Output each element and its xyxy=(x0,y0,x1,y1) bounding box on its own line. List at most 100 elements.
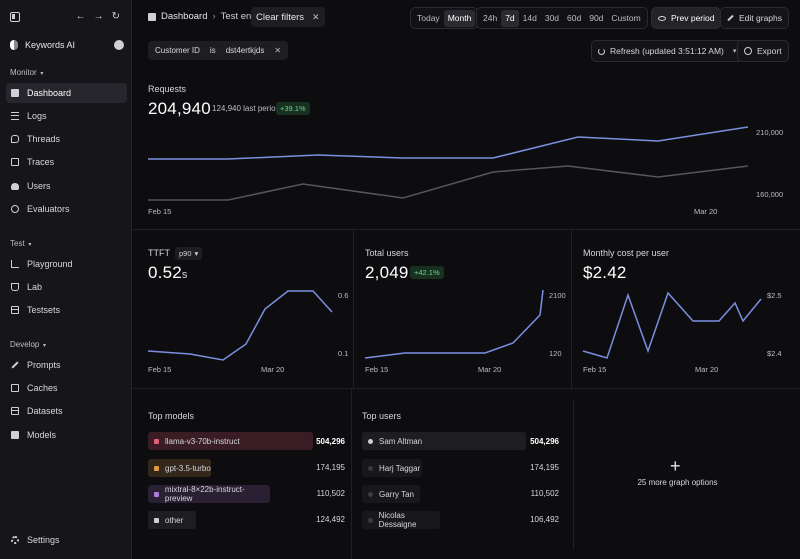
threads-icon xyxy=(11,135,19,143)
sidebar-item-logs[interactable]: Logs xyxy=(6,106,127,126)
cost-x-end: Mar 20 xyxy=(695,365,719,374)
list-item[interactable]: llama-v3-70b-instruct xyxy=(148,432,313,450)
percentile-value: p90 xyxy=(179,249,192,258)
ttft-y-bottom: 0.1 xyxy=(338,349,349,358)
sidebar-item-testsets[interactable]: Testsets xyxy=(6,300,127,320)
list-item[interactable]: mixtral-8×22b-instruct-preview xyxy=(148,485,270,503)
total-users-x-start: Feb 15 xyxy=(365,365,389,374)
clear-filters-button[interactable]: Clear filters ✕ xyxy=(251,7,325,27)
sidebar-item-settings[interactable]: Settings xyxy=(6,530,127,550)
sidebar-item-traces[interactable]: Traces xyxy=(6,152,127,172)
export-icon xyxy=(744,47,752,55)
model-color-dot xyxy=(154,438,159,444)
sidebar-item-models[interactable]: Models xyxy=(6,425,127,445)
ttft-x-end: Mar 20 xyxy=(261,365,285,374)
breadcrumb-env[interactable]: Test env xyxy=(220,11,257,22)
pencil-icon xyxy=(727,14,734,22)
org-name: Keywords AI xyxy=(25,40,76,50)
section-test[interactable]: Test ▾ xyxy=(10,239,31,248)
mode-toggle: Today Month xyxy=(410,7,479,29)
logs-icon xyxy=(11,112,19,120)
prev-period-button[interactable]: Prev period xyxy=(651,7,722,29)
sidebar-item-dashboard[interactable]: Dashboard xyxy=(6,83,127,103)
section-develop[interactable]: Develop ▾ xyxy=(10,340,46,349)
sidebar-item-prompts[interactable]: Prompts xyxy=(6,355,127,375)
evaluators-icon xyxy=(11,205,19,213)
divider xyxy=(571,229,572,388)
sidebar-item-caches[interactable]: Caches xyxy=(6,378,127,398)
model-color-dot xyxy=(154,517,159,523)
org-switcher[interactable]: Keywords AI xyxy=(10,38,124,52)
model-value: 504,296 xyxy=(316,437,345,446)
edit-graphs-label: Edit graphs xyxy=(739,13,782,23)
requests-chart xyxy=(148,126,749,201)
cost-y-bottom: $2.4 xyxy=(767,349,782,358)
total-users-y-top: 2100 xyxy=(549,291,566,300)
sidebar-item-users[interactable]: Users xyxy=(6,176,127,196)
cost-label: Monthly cost per user xyxy=(583,248,670,258)
range-custom[interactable]: Custom xyxy=(611,13,641,23)
clear-filters-label: Clear filters xyxy=(256,11,305,23)
sidebar-item-lab[interactable]: Lab xyxy=(6,277,127,297)
sidebar-item-threads[interactable]: Threads xyxy=(6,129,127,149)
user-avatar-icon[interactable] xyxy=(114,40,124,50)
chevron-down-icon: ▾ xyxy=(41,343,47,349)
total-users-x-end: Mar 20 xyxy=(478,365,502,374)
percentile-select[interactable]: p90 ▾ xyxy=(175,247,203,260)
user-dot xyxy=(368,491,373,497)
ttft-chart xyxy=(147,290,333,361)
filter-chip[interactable]: Customer ID is dst4ertkjds ✕ xyxy=(148,41,289,60)
export-button[interactable]: Export xyxy=(737,40,789,62)
chevron-down-icon: ▾ xyxy=(26,242,32,248)
reload-icon[interactable]: ↻ xyxy=(111,11,120,22)
range-60d[interactable]: 60d xyxy=(567,13,582,23)
model-value: 174,195 xyxy=(316,463,345,472)
requests-label: Requests xyxy=(148,84,187,94)
prompts-icon xyxy=(11,361,19,369)
list-item[interactable]: other xyxy=(148,511,196,529)
sidebar-item-label: Caches xyxy=(27,383,58,393)
breadcrumb-dashboard[interactable]: Dashboard xyxy=(161,11,208,22)
range-7d[interactable]: 7d xyxy=(501,9,519,27)
mode-month[interactable]: Month xyxy=(443,9,476,27)
section-monitor-label: Monitor xyxy=(10,68,37,77)
sidebar-item-evaluators[interactable]: Evaluators xyxy=(6,199,127,219)
model-name: gpt-3.5-turbo xyxy=(165,463,211,473)
sidebar-item-datasets[interactable]: Datasets xyxy=(6,401,127,421)
list-item[interactable]: Nicolas Dessaigne xyxy=(362,511,440,529)
list-item[interactable]: Harj Taggar xyxy=(362,459,422,477)
add-graph-panel[interactable]: + 25 more graph options xyxy=(573,400,780,550)
sidebar-item-label: Lab xyxy=(27,282,43,292)
requests-x-end: Mar 20 xyxy=(694,207,718,216)
remove-filter-icon[interactable]: ✕ xyxy=(274,46,282,55)
range-30d[interactable]: 30d xyxy=(544,13,560,23)
list-item[interactable]: Sam Altman xyxy=(362,432,526,450)
divider xyxy=(133,229,800,230)
edit-graphs-button[interactable]: Edit graphs xyxy=(720,7,789,29)
caches-icon xyxy=(11,384,19,392)
sidebar-toggle-icon[interactable] xyxy=(10,12,20,22)
org-logo-icon xyxy=(10,40,18,50)
chevron-down-icon[interactable]: ▾ xyxy=(732,48,737,55)
datasets-icon xyxy=(11,407,19,415)
list-item[interactable]: gpt-3.5-turbo xyxy=(148,459,211,477)
range-14d[interactable]: 14d xyxy=(522,13,537,23)
sidebar-item-playground[interactable]: Playground xyxy=(6,254,127,274)
sidebar-item-label: Testsets xyxy=(27,305,61,315)
forward-arrow-icon[interactable]: → xyxy=(93,11,104,22)
model-value: 110,502 xyxy=(316,489,345,498)
range-90d[interactable]: 90d xyxy=(589,13,604,23)
requests-current-line xyxy=(148,126,749,160)
mode-today[interactable]: Today xyxy=(417,13,440,23)
section-monitor[interactable]: Monitor ▾ xyxy=(10,68,43,77)
more-graphs-label: 25 more graph options xyxy=(637,478,718,487)
divider xyxy=(133,388,800,389)
list-item[interactable]: Garry Tan xyxy=(362,485,420,503)
range-24h[interactable]: 24h xyxy=(483,13,498,23)
refresh-button[interactable]: Refresh (updated 3:51:12 AM) ▾ xyxy=(591,40,744,62)
back-arrow-icon[interactable]: ← xyxy=(75,11,86,22)
sidebar-item-label: Datasets xyxy=(27,406,63,416)
top-bar: Dashboard › Test env Clear filters ✕ Tod… xyxy=(133,0,800,34)
main-content: Dashboard › Test env Clear filters ✕ Tod… xyxy=(133,0,800,559)
